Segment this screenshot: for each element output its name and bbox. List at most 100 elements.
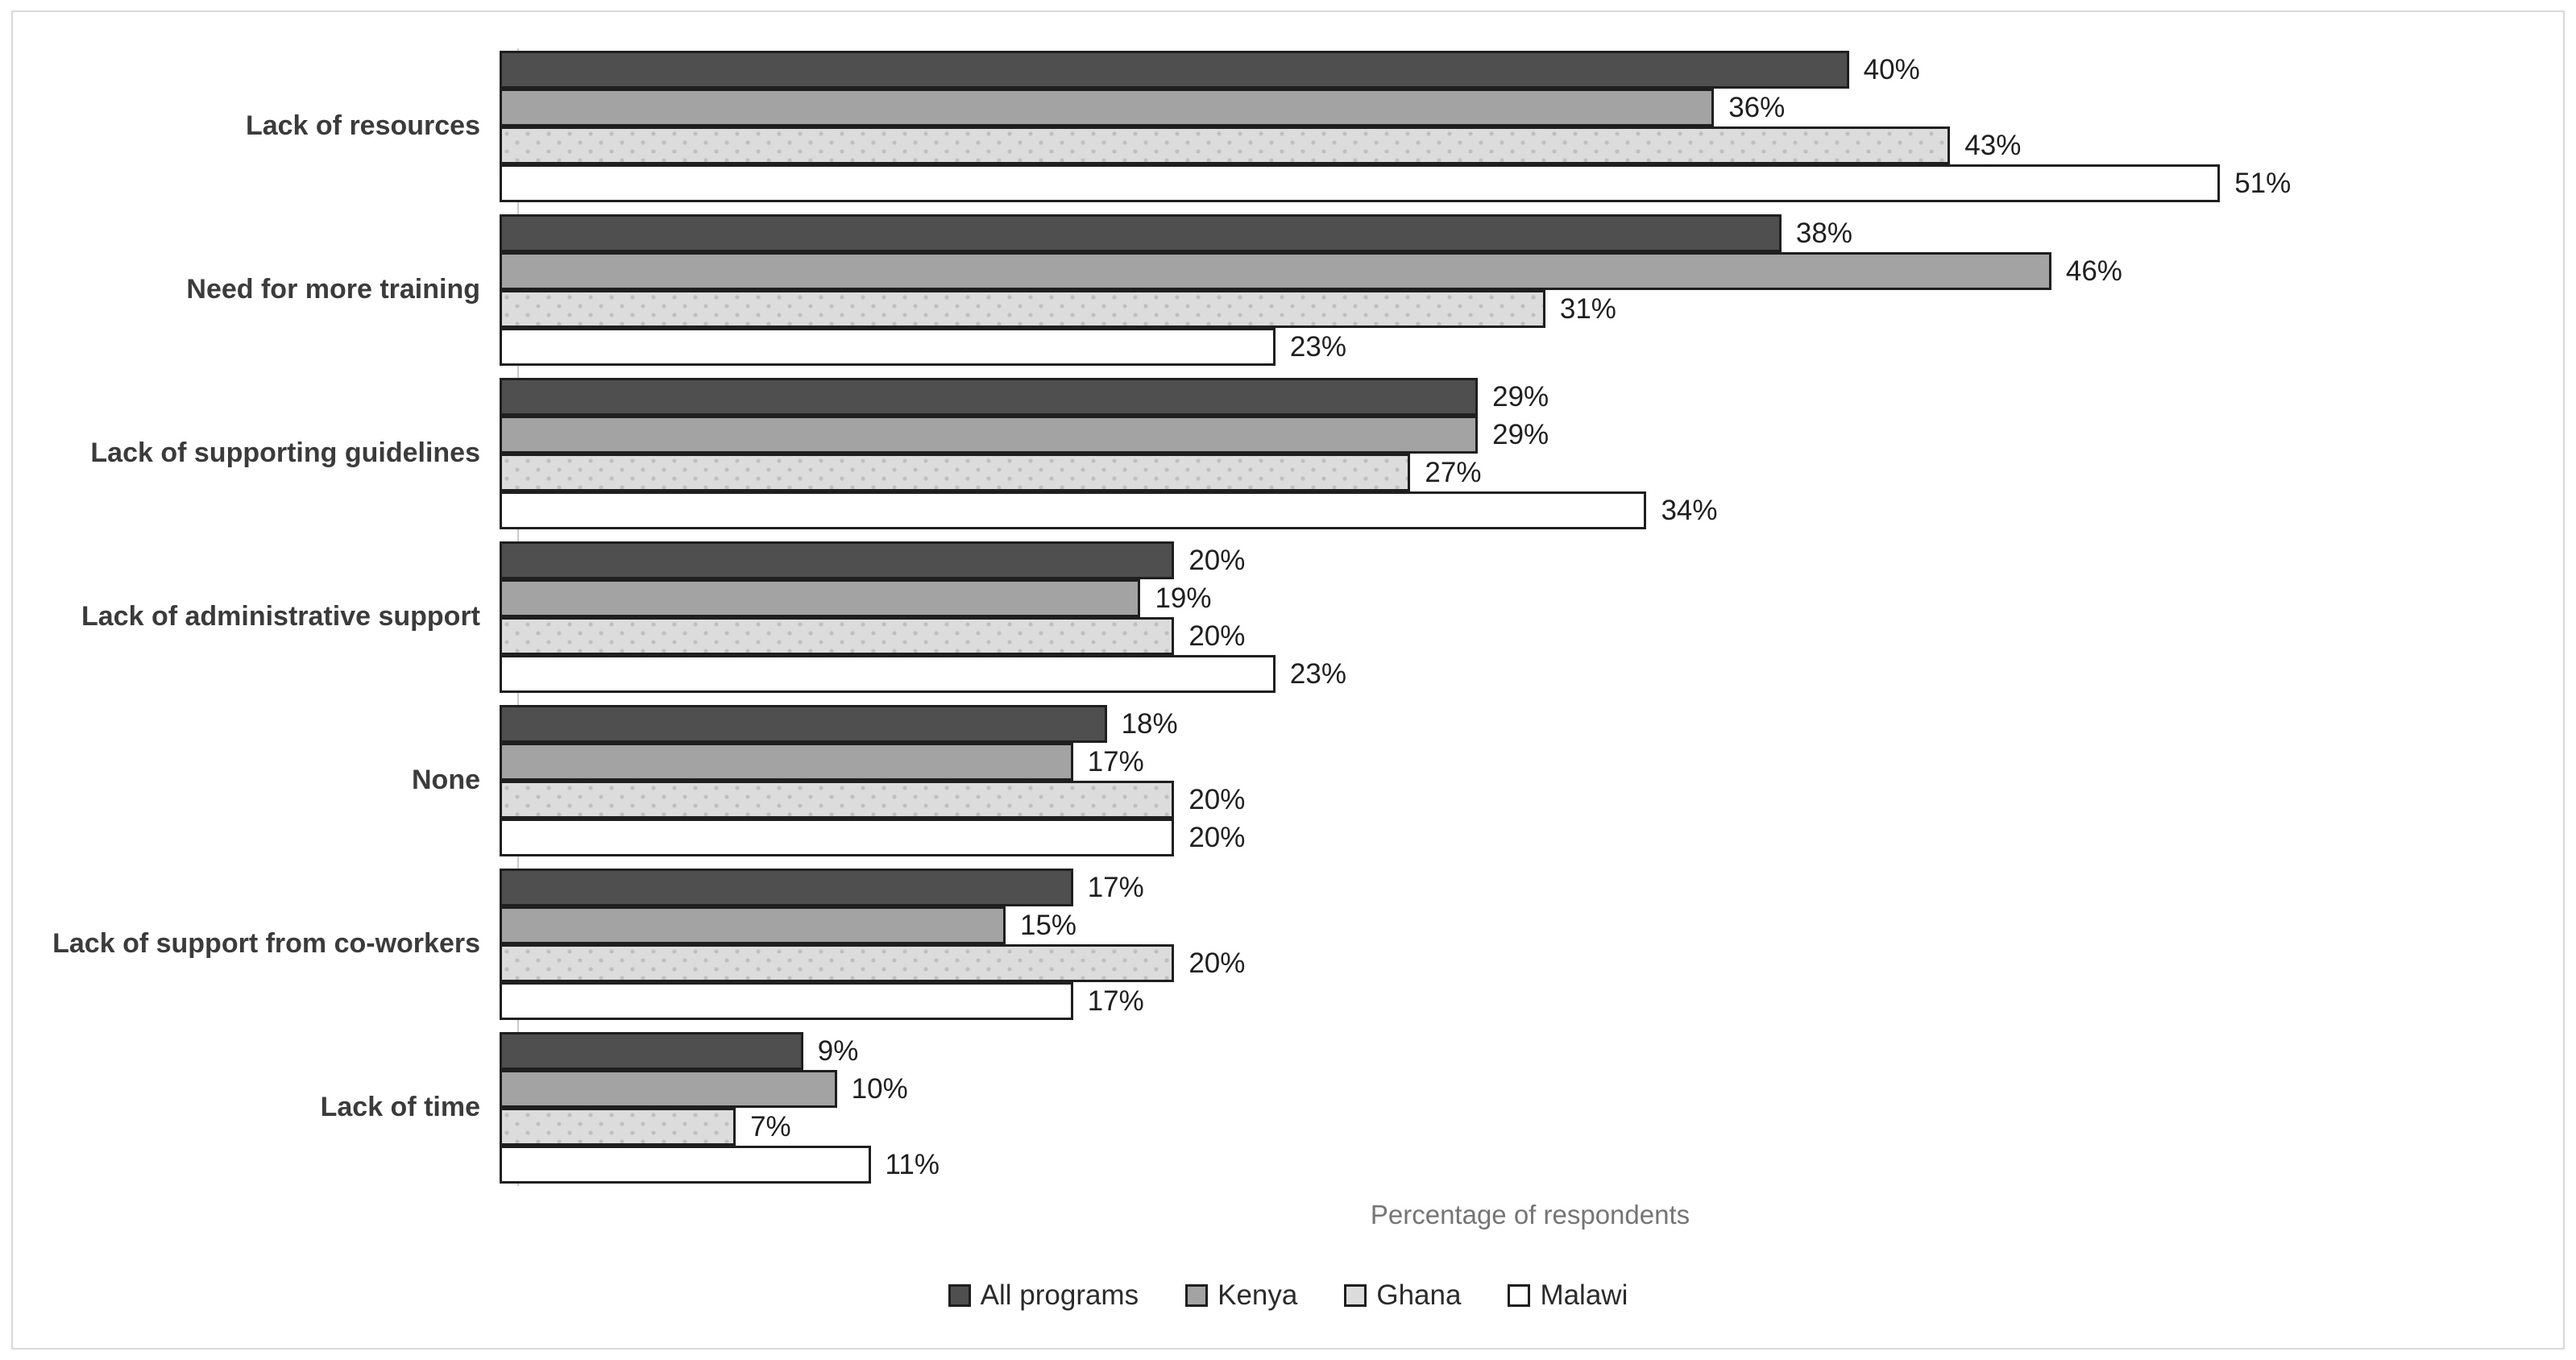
bars-cell: 9% 10% 7% 11% (500, 1032, 2524, 1184)
bar-line: 20% (500, 819, 2524, 856)
legend-swatch-malawi (1508, 1284, 1531, 1307)
bar-value-label: 40% (1863, 54, 1920, 85)
bar-kenya (500, 416, 1479, 454)
legend-swatch-all-programs (948, 1284, 971, 1307)
bar-value-label: 17% (1087, 746, 1144, 777)
bar-malawi (500, 1146, 871, 1184)
category-group-row: Lack of supporting guidelines 29% 29% 27% 34… (0, 378, 2576, 529)
category-cell: Need for more training (0, 214, 500, 366)
legend-label: Malawi (1540, 1279, 1628, 1311)
legend-item-ghana: Ghana (1344, 1279, 1461, 1312)
bars-cell: 29% 29% 27% 34% (500, 378, 2524, 529)
category-label: Lack of resources (245, 110, 480, 142)
bar-kenya (500, 743, 1073, 781)
bar-line: 17% (500, 869, 2524, 906)
bar-all-programs (500, 869, 1073, 906)
bar-line: 20% (500, 541, 2524, 579)
bar-value-label: 18% (1121, 708, 1178, 740)
bar-line: 20% (500, 781, 2524, 819)
bar-kenya (500, 89, 1715, 126)
bar-line: 36% (500, 89, 2524, 126)
bar-ghana (500, 1108, 736, 1146)
bar-line: 46% (500, 252, 2524, 290)
bars-cell: 18% 17% 20% 20% (500, 705, 2524, 856)
bar-line: 18% (500, 705, 2524, 743)
bar-line: 38% (500, 214, 2524, 252)
bar-line: 17% (500, 982, 2524, 1020)
bar-line: 40% (500, 51, 2524, 89)
bar-value-label: 31% (1559, 293, 1616, 325)
bar-ghana (500, 290, 1545, 328)
bar-value-label: 46% (2065, 255, 2122, 287)
category-cell: Lack of support from co-workers (0, 869, 500, 1020)
bar-value-label: 36% (1728, 92, 1786, 123)
bar-line: 15% (500, 906, 2524, 944)
category-group-row: Lack of time 9% 10% 7% 11% (0, 1032, 2576, 1184)
category-group-row: None 18% 17% 20% 20% (0, 705, 2576, 856)
bar-value-label: 51% (2234, 168, 2292, 199)
bar-line: 34% (500, 491, 2524, 529)
legend-item-malawi: Malawi (1508, 1279, 1628, 1312)
bar-kenya (500, 579, 1141, 617)
bar-malawi (500, 491, 1647, 529)
bar-all-programs (500, 378, 1479, 416)
bar-ghana (500, 781, 1175, 819)
bar-all-programs (500, 705, 1107, 743)
category-label: Lack of administrative support (81, 601, 480, 632)
category-cell: Lack of supporting guidelines (0, 378, 500, 529)
bar-value-label: 20% (1188, 947, 1246, 979)
legend-label: Ghana (1376, 1279, 1462, 1311)
bar-malawi (500, 655, 1276, 693)
bar-kenya (500, 906, 1006, 944)
bar-value-label: 20% (1188, 822, 1246, 853)
bar-value-label: 29% (1492, 419, 1549, 450)
bar-value-label: 23% (1289, 658, 1346, 690)
bar-line: 23% (500, 655, 2524, 693)
bar-ghana (500, 454, 1411, 491)
x-axis-title: Percentage of respondents (1370, 1200, 1690, 1229)
bar-line: 23% (500, 328, 2524, 366)
category-group-row: Lack of resources 40% 36% 43% 51% (0, 51, 2576, 202)
category-label: None (412, 765, 480, 796)
bar-value-label: 20% (1188, 784, 1246, 815)
bar-line: 20% (500, 944, 2524, 982)
bar-line: 9% (500, 1032, 2524, 1070)
bar-value-label: 17% (1087, 872, 1144, 903)
legend-item-all-programs: All programs (948, 1279, 1139, 1312)
category-group-row: Lack of administrative support 20% 19% 20% 2… (0, 541, 2576, 693)
bar-malawi (500, 164, 2221, 202)
bar-malawi (500, 328, 1276, 366)
category-group-row: Need for more training 38% 46% 31% 23% (0, 214, 2576, 366)
bar-value-label: 17% (1087, 985, 1144, 1017)
bar-value-label: 19% (1155, 583, 1212, 614)
category-label: Lack of supporting guidelines (90, 437, 480, 469)
bar-value-label: 27% (1425, 457, 1482, 488)
bars-cell: 17% 15% 20% 17% (500, 869, 2524, 1020)
category-cell: None (0, 705, 500, 856)
legend-label: All programs (980, 1279, 1139, 1311)
bar-line: 51% (500, 164, 2524, 202)
category-label: Lack of support from co-workers (52, 928, 480, 960)
bar-value-label: 9% (817, 1035, 859, 1067)
bars-cell: 38% 46% 31% 23% (500, 214, 2524, 366)
legend: All programs Kenya Ghana Malawi (0, 1279, 2576, 1312)
bar-all-programs (500, 214, 1782, 252)
bar-value-label: 34% (1661, 495, 1718, 526)
bar-ghana (500, 126, 1951, 164)
bar-value-label: 20% (1188, 620, 1246, 652)
bar-line: 10% (500, 1070, 2524, 1108)
bar-line: 11% (500, 1146, 2524, 1184)
legend-item-kenya: Kenya (1185, 1279, 1297, 1312)
legend-swatch-kenya (1185, 1284, 1209, 1307)
bar-plot-area: Lack of resources 40% 36% 43% 51% Need for mo… (0, 51, 2576, 1184)
bar-value-label: 15% (1020, 910, 1077, 941)
bar-line: 43% (500, 126, 2524, 164)
bar-line: 20% (500, 617, 2524, 655)
bar-value-label: 20% (1188, 545, 1246, 576)
category-cell: Lack of time (0, 1032, 500, 1184)
bar-line: 31% (500, 290, 2524, 328)
category-label: Lack of time (320, 1092, 480, 1123)
bar-line: 19% (500, 579, 2524, 617)
bar-line: 27% (500, 454, 2524, 491)
